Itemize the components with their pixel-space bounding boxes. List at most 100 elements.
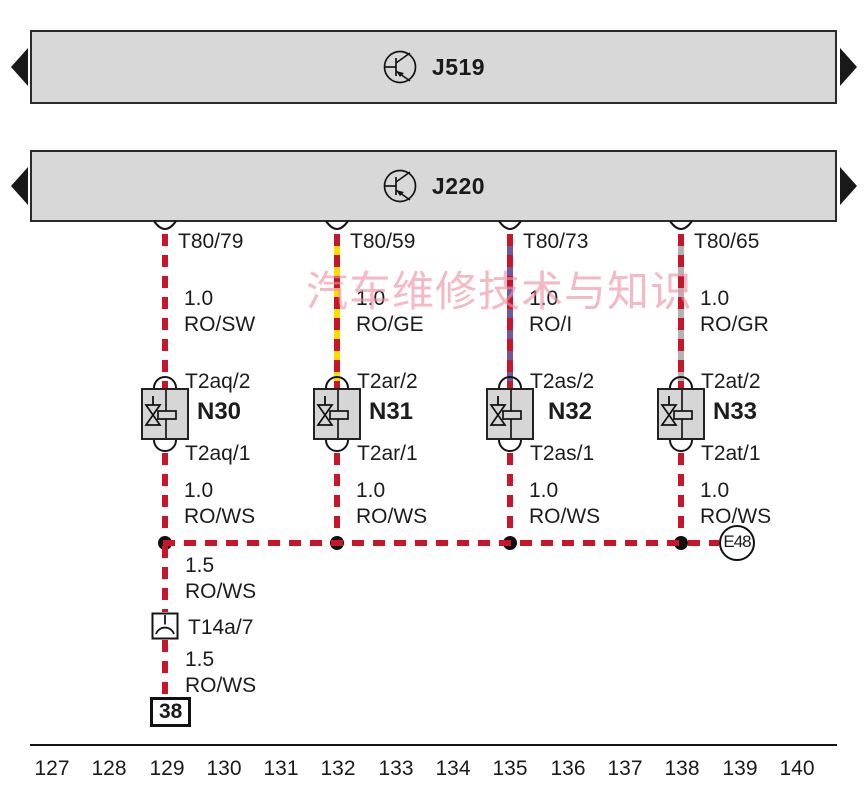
- wire-bottom: [507, 453, 513, 541]
- wire-gauge: 1.0: [184, 287, 214, 310]
- track-number: 136: [550, 757, 586, 780]
- wire-spec-label: 1.0 RO/WS: [700, 478, 771, 530]
- connector-arc-top-icon: [669, 376, 693, 389]
- injector-valve-icon: [657, 388, 705, 440]
- track-number: 133: [378, 757, 414, 780]
- pin-label: T80/59: [350, 230, 416, 253]
- wire-gauge: 1.0: [700, 479, 730, 502]
- track-number: 138: [664, 757, 700, 780]
- wire-gauge: 1.0: [700, 287, 730, 310]
- wire-color-code: RO/SW: [184, 313, 256, 336]
- connector-arc-bottom-icon: [325, 439, 349, 452]
- wire-bottom: [334, 453, 340, 541]
- pin-label: T80/79: [178, 230, 244, 253]
- continuation-arrow-left-icon: [11, 48, 28, 86]
- track-scale-rule: [30, 744, 837, 746]
- wire-spec-label: 1.5 RO/WS: [185, 553, 256, 605]
- wire-bottom: [162, 453, 168, 541]
- ground-point-icon: 38: [150, 697, 192, 727]
- wire-gauge: 1.0: [184, 479, 214, 502]
- wire-spec-label: 1.0 RO/GR: [700, 286, 769, 338]
- component-name: N33: [713, 398, 758, 425]
- wire-color-code: RO/WS: [529, 505, 601, 528]
- wire-spec-label: 1.0 RO/GE: [356, 286, 424, 338]
- wire-top: [334, 234, 340, 388]
- track-number: 129: [149, 757, 185, 780]
- connector-arc-top-icon: [325, 376, 349, 389]
- wire-spec-label: 1.0 RO/SW: [184, 286, 255, 338]
- module-label: J519: [431, 53, 486, 80]
- connector-arc-bottom-icon: [669, 439, 693, 452]
- wire-color-code: RO/WS: [700, 505, 772, 528]
- continuation-arrow-left-icon: [11, 167, 28, 205]
- module-label: J220: [431, 172, 486, 199]
- control-module-icon: [383, 169, 417, 203]
- track-number: 130: [206, 757, 242, 780]
- wire-gauge: 1.0: [356, 479, 386, 502]
- track-number: 132: [320, 757, 356, 780]
- component-name: N30: [197, 398, 242, 425]
- ground-wire-lower: [162, 640, 168, 697]
- wire-color-code: RO/GE: [356, 313, 424, 336]
- wire-color-code: RO/WS: [184, 505, 256, 528]
- ground-wire-upper: [162, 546, 168, 612]
- pin-label: T80/65: [694, 230, 760, 253]
- component-pin-bottom-label: T2as/1: [530, 442, 595, 465]
- track-number: 134: [435, 757, 471, 780]
- connector-arc-top-icon: [498, 376, 522, 389]
- wire-top: [162, 234, 168, 388]
- injector-valve-icon: [141, 388, 189, 440]
- connector-arc-icon: [325, 220, 349, 230]
- wire-spec-label: 1.0 RO/WS: [529, 478, 600, 530]
- pin-label: T80/73: [523, 230, 589, 253]
- wire-gauge: 1.0: [356, 287, 386, 310]
- connector-arc-top-icon: [153, 376, 177, 389]
- component-pin-top-label: T2aq/2: [185, 370, 251, 393]
- component-pin-bottom-label: T2aq/1: [185, 442, 251, 465]
- connector-arc-icon: [669, 220, 693, 230]
- injector-valve-icon: [313, 388, 361, 440]
- wire-spec-label: 1.5 RO/WS: [185, 647, 256, 699]
- wire-color-code: RO/WS: [185, 674, 257, 697]
- wire-gauge: 1.0: [529, 287, 559, 310]
- wire-color-code: RO/WS: [185, 580, 257, 603]
- track-number: 139: [722, 757, 758, 780]
- wire-gauge: 1.0: [529, 479, 559, 502]
- track-number: 137: [607, 757, 643, 780]
- wire-gauge: 1.5: [185, 554, 215, 577]
- continuation-arrow-right-icon: [840, 167, 857, 205]
- connector-arc-icon: [153, 220, 177, 230]
- component-name: N32: [548, 398, 593, 425]
- component-pin-top-label: T2ar/2: [357, 370, 418, 393]
- inline-connector-icon: [151, 612, 179, 640]
- track-number: 127: [34, 757, 70, 780]
- inline-connector-label: T14a/7: [188, 616, 254, 639]
- wire-color-code: RO/GR: [700, 313, 769, 336]
- component-pin-bottom-label: T2at/1: [701, 442, 761, 465]
- component-pin-top-label: T2at/2: [701, 370, 761, 393]
- ground-terminal-e48: E48: [719, 525, 755, 561]
- connector-arc-icon: [498, 220, 522, 230]
- connector-arc-bottom-icon: [153, 439, 177, 452]
- track-number: 128: [91, 757, 127, 780]
- wire-top: [507, 234, 513, 388]
- control-module-icon: [383, 50, 417, 84]
- component-name: N31: [369, 398, 414, 425]
- wire-bottom: [678, 453, 684, 541]
- injector-valve-icon: [486, 388, 534, 440]
- ground-bus-wire: [163, 540, 719, 546]
- track-number: 131: [263, 757, 299, 780]
- component-pin-top-label: T2as/2: [530, 370, 595, 393]
- track-number: 135: [492, 757, 528, 780]
- wire-spec-label: 1.0 RO/WS: [184, 478, 255, 530]
- wire-top: [678, 234, 684, 388]
- component-pin-bottom-label: T2ar/1: [357, 442, 418, 465]
- wire-spec-label: 1.0 RO/WS: [356, 478, 427, 530]
- connector-arc-bottom-icon: [498, 439, 522, 452]
- wire-spec-label: 1.0 RO/I: [529, 286, 572, 338]
- continuation-arrow-right-icon: [840, 48, 857, 86]
- wire-color-code: RO/I: [529, 313, 573, 336]
- module-bar-j519: J519: [30, 30, 837, 104]
- wire-gauge: 1.5: [185, 648, 215, 671]
